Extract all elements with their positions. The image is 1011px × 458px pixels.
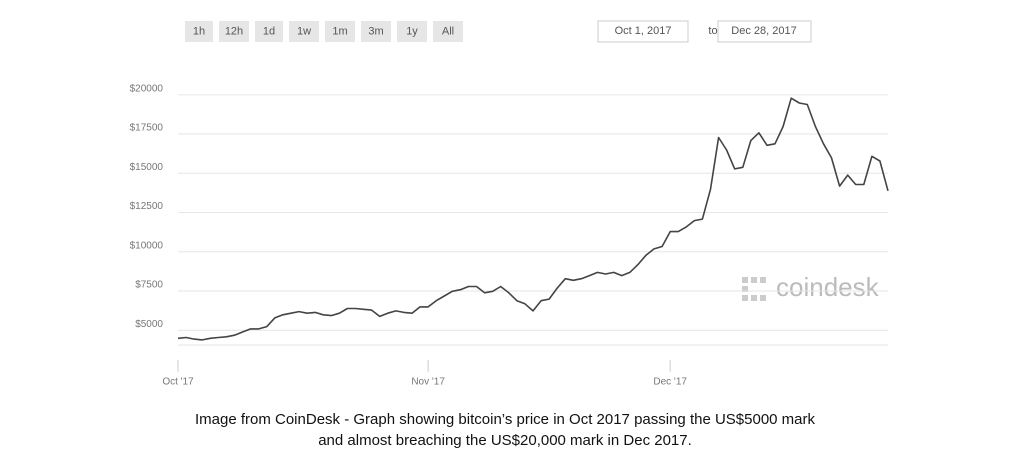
range-button[interactable] bbox=[219, 21, 249, 42]
range-button-label[interactable]: 3m bbox=[368, 25, 383, 37]
range-button[interactable] bbox=[255, 21, 283, 42]
range-button[interactable] bbox=[325, 21, 355, 42]
y-tick-label: $12500 bbox=[130, 201, 164, 212]
y-tick-label: $17500 bbox=[130, 123, 164, 134]
range-button[interactable] bbox=[397, 21, 427, 42]
range-button-label[interactable]: All bbox=[442, 25, 454, 37]
x-tick-label: Oct '17 bbox=[162, 377, 194, 388]
watermark: coindesk bbox=[776, 272, 880, 302]
range-button-label[interactable]: 1y bbox=[406, 25, 418, 37]
y-tick-label: $5000 bbox=[135, 319, 163, 330]
x-tick-label: Dec '17 bbox=[653, 377, 687, 388]
date-from-box[interactable] bbox=[597, 20, 689, 43]
range-button[interactable] bbox=[289, 21, 319, 42]
range-button[interactable] bbox=[361, 21, 391, 42]
range-button-label[interactable]: 1w bbox=[297, 25, 311, 37]
caption-line: Image from CoinDesk - Graph showing bitc… bbox=[195, 411, 816, 428]
y-tick-label: $15000 bbox=[130, 162, 164, 173]
caption-line: and almost breaching the US$20,000 mark … bbox=[318, 432, 692, 449]
range-button[interactable] bbox=[185, 21, 213, 42]
y-tick-label: $20000 bbox=[130, 83, 164, 94]
x-tick-label: Nov '17 bbox=[411, 377, 445, 388]
price-line bbox=[177, 97, 889, 341]
range-button-label[interactable]: 1h bbox=[193, 25, 205, 37]
y-tick-label: $10000 bbox=[130, 240, 164, 251]
date-to-box[interactable] bbox=[717, 20, 812, 43]
date-from[interactable]: Oct 1, 2017 bbox=[615, 25, 672, 37]
coindesk-logo bbox=[742, 277, 766, 301]
range-button[interactable] bbox=[433, 21, 463, 42]
range-button-label[interactable]: 12h bbox=[225, 25, 243, 37]
range-button-label[interactable]: 1d bbox=[263, 25, 275, 37]
date-separator: to bbox=[708, 25, 717, 37]
range-button-label[interactable]: 1m bbox=[332, 25, 347, 37]
y-tick-label: $7500 bbox=[135, 280, 163, 291]
date-to[interactable]: Dec 28, 2017 bbox=[731, 25, 796, 37]
